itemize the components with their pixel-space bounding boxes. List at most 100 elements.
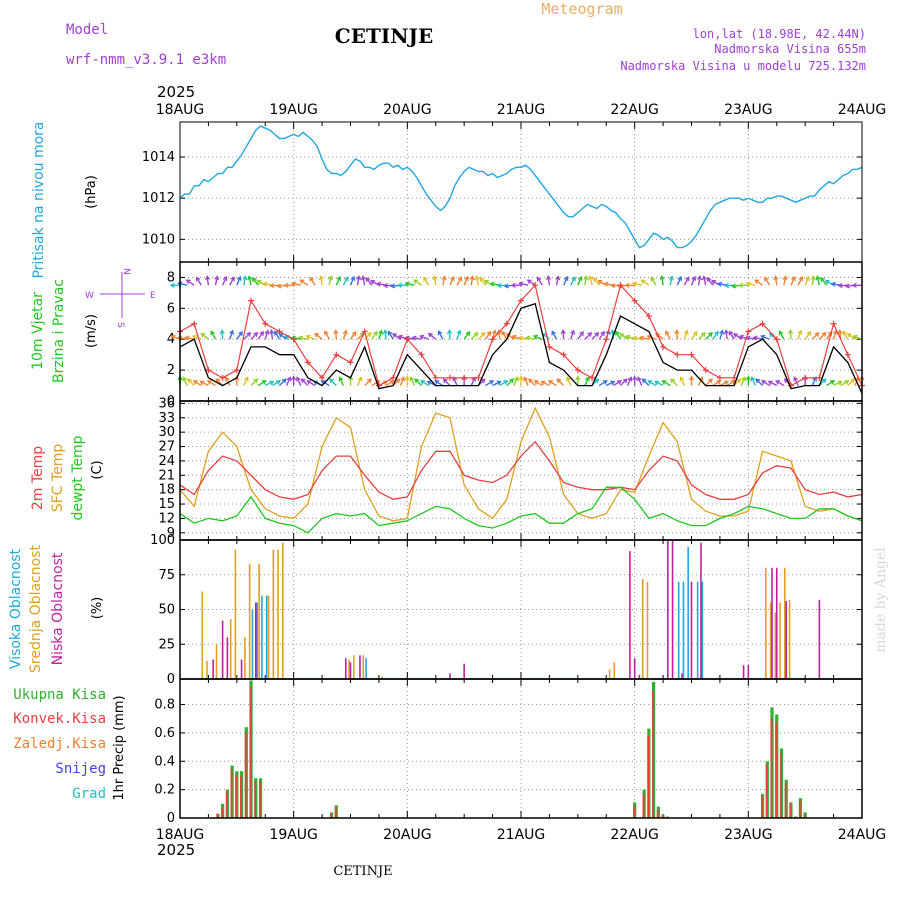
wind-arrow-head — [624, 282, 630, 288]
wind-arrow — [296, 377, 302, 386]
wind-arrow-head — [528, 378, 533, 384]
bottom-date-19aug: 19AUG — [269, 827, 318, 843]
wind-arrow-head — [579, 330, 584, 336]
wind-arrow — [820, 277, 828, 286]
wind-arrow-head — [479, 277, 485, 282]
wind-arrow — [470, 377, 476, 386]
wind-arrow-head — [806, 330, 812, 336]
wind-arrow-head — [450, 275, 455, 282]
wind-arrow-head — [215, 378, 221, 384]
y-tick-label: 4 — [167, 332, 175, 347]
wind-arrow-head — [696, 275, 703, 281]
wind-arrow-head — [842, 330, 848, 336]
wind-arrow-head — [456, 329, 462, 335]
wind-arrow-head — [291, 375, 297, 381]
precip-bar — [254, 781, 257, 818]
wind-arrow-head — [397, 282, 403, 288]
wind-arrow — [712, 331, 719, 340]
gust-marker — [830, 320, 837, 327]
wind-arrow-head — [373, 330, 378, 336]
wind-arrow-head — [480, 378, 486, 384]
wind-arrow-head — [688, 375, 695, 381]
wind-arrow-head — [830, 380, 836, 385]
wind-arrow-head — [503, 380, 509, 385]
wind-arrow-head — [222, 275, 228, 282]
wind-arrow — [676, 276, 682, 286]
wind-arrow — [339, 377, 345, 386]
y-tick-label: 2 — [167, 363, 175, 378]
top-date-20aug: 20AUG — [383, 102, 432, 118]
wind-arrow-head — [647, 380, 653, 385]
wind-arrow-head — [640, 279, 646, 285]
temp-unit: (C) — [90, 460, 105, 479]
wind-arrow-head — [760, 334, 766, 340]
wind-arrow — [501, 331, 508, 340]
wind-arrow — [764, 277, 771, 286]
wind-arrow — [816, 276, 821, 286]
station-title: CETINJE — [335, 24, 433, 48]
wind-arrow-head — [526, 279, 532, 285]
gust-marker — [688, 351, 695, 358]
wind-arrow — [513, 377, 519, 386]
y-tick-label: 33 — [158, 411, 175, 426]
wind-arrow — [221, 276, 228, 286]
wind-arrow-head — [632, 375, 638, 381]
precip-bar — [240, 775, 242, 818]
wind-arrow-head — [728, 330, 734, 336]
wind-arrow-head — [404, 375, 410, 381]
precip-legend-convective: Konvek.Kisa — [13, 711, 106, 727]
wind-arrow — [485, 380, 494, 387]
wind-arrow-head — [489, 380, 495, 385]
wind-arrow — [733, 333, 742, 340]
wind-arrow-head — [378, 329, 384, 335]
wind-arrow-head — [170, 334, 176, 340]
wind-arrow — [754, 279, 763, 286]
wind-arrow — [357, 332, 365, 340]
wind-arrow — [548, 380, 557, 387]
wind-arrow — [676, 330, 678, 340]
wind-arrow — [314, 333, 323, 340]
compass-south: S — [115, 322, 125, 328]
wind-arrow — [670, 378, 678, 387]
wind-arrow — [187, 378, 195, 387]
precip-bar — [642, 793, 645, 818]
wind-arrow — [755, 378, 764, 387]
wind-arrow-head — [224, 376, 230, 382]
wind-arrow-head — [638, 335, 645, 341]
cloud-series-2 — [201, 542, 791, 679]
wind-arrow — [619, 378, 628, 387]
wind-arrow — [584, 377, 590, 386]
wind-arrow — [847, 333, 856, 340]
wind-arrow-head — [670, 378, 675, 384]
wind-arrow — [833, 380, 842, 387]
wind-arrow — [428, 333, 437, 340]
bottom-date-23aug: 23AUG — [724, 827, 773, 843]
wind-arrow-head — [185, 279, 191, 285]
wind-arrow-head — [668, 275, 674, 281]
wind-arrow-head — [852, 334, 858, 340]
wind-arrow — [477, 332, 486, 340]
wind-arrow — [423, 277, 430, 286]
wind-arrow — [248, 276, 252, 286]
wind-arrow-head — [674, 329, 680, 335]
wind-arrow — [547, 276, 551, 286]
wind-arrow-head — [738, 334, 744, 340]
wind-arrow — [420, 380, 430, 387]
meteogram-title: Meteogram — [541, 0, 622, 18]
wind-arrow-head — [243, 376, 249, 382]
wind-arrow — [740, 377, 746, 386]
wind-arrow — [243, 332, 251, 340]
wind-arrow — [364, 332, 372, 340]
wind-arrow — [584, 332, 592, 340]
wind-arrow — [335, 276, 341, 286]
y-tick-label: 25 — [158, 637, 175, 652]
wind-arrow-head — [752, 335, 758, 341]
y-tick-label: 8 — [167, 270, 175, 285]
wind-arrow-head — [513, 376, 519, 382]
wind-arrow-head — [252, 277, 257, 282]
wind-arrow — [285, 377, 291, 386]
wind-arrow — [534, 380, 543, 387]
wind-arrow-head — [432, 275, 438, 281]
wind-arrow — [626, 377, 632, 386]
wind-arrow — [356, 377, 362, 386]
